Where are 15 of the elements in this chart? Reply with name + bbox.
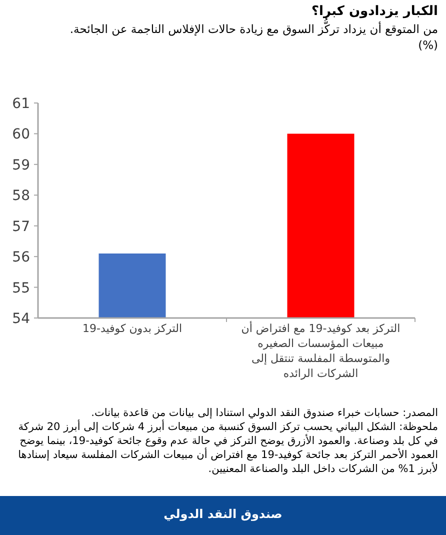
text: صندوق النقد الدولي [162, 507, 284, 521]
y-tick-label: 59 [12, 157, 30, 174]
x-tick-label: التركز بدون كوفيد-19 [81, 321, 184, 336]
y-tick-label: 61 [12, 96, 30, 112]
y-axis-title: (%) [417, 38, 438, 52]
y-tick-label: 54 [12, 311, 30, 327]
y-tick-label: 55 [12, 280, 30, 296]
x-tick-label: التركز بعد كوفيد-19 مع افتراض أن مبيعات المؤسسات الصغيره والمتوسطة المفلسة تنتقل إلى الشركات الرائده [240, 321, 402, 381]
y-tick-label: 58 [12, 188, 30, 204]
chart-title: الكبار يزدادون كبرا؟ [310, 4, 438, 19]
text: المصدر: حسابات خبراء صندوق النقد الدولي استنادا إلى بيانات من قاعدة بيانات. [90, 406, 438, 420]
y-tick-label: 56 [12, 250, 30, 266]
text: ملحوظة: الشكل البياني يحسب تركز السوق كنسبة من مبيعات أبرز 4 شركات إلى أبرز 20 شركة في كل بلد وصناعة. والعمود الأزرق يوضح التركز في حالة عدم وقوع جائحة كوفيد-19، بينما يوضح العمود الأحمر التركز بعد جائحة كوفيد-19 مع افتراض أن مبيعات الشركات المفلسة سيعاد إسنادها لأبرز 1% من الشركات داخل البلد والصناعة المعنيين. [17, 420, 438, 476]
y-tick-label: 57 [12, 218, 30, 235]
y-tick-label: 60 [12, 126, 30, 143]
